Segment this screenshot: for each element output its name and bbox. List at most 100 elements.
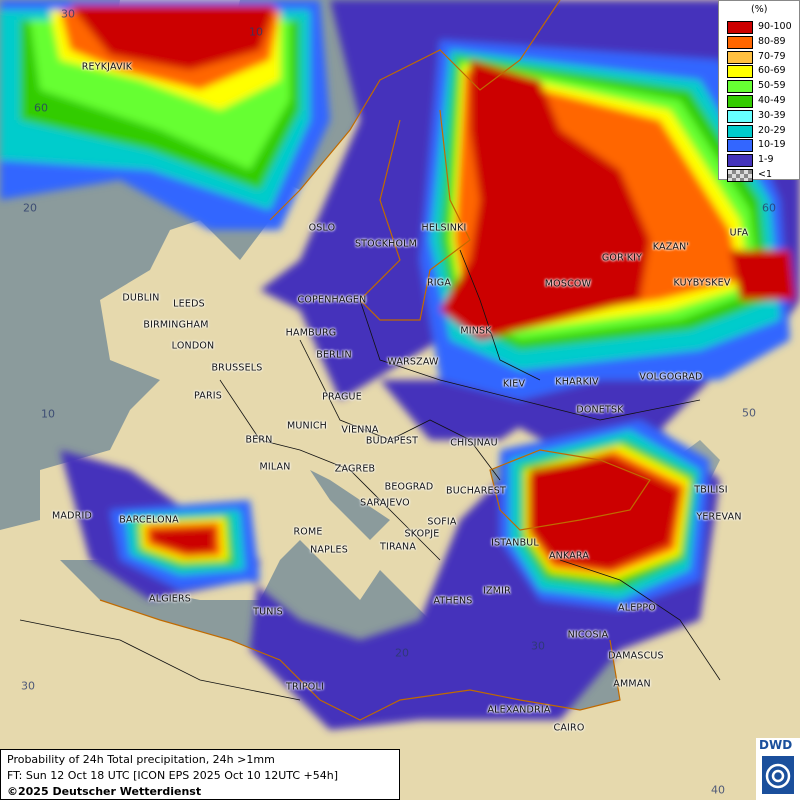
graticule-label: 20 xyxy=(23,201,37,215)
legend-label: 20-29 xyxy=(758,124,786,136)
city-label: HELSINKI xyxy=(421,222,467,234)
legend-swatch xyxy=(727,21,753,34)
city-label: ZAGREB xyxy=(334,463,376,475)
city-label: BERLIN xyxy=(316,349,352,361)
legend-swatch xyxy=(727,35,753,49)
city-label: LONDON xyxy=(171,340,215,352)
city-label: ALEXANDRIA xyxy=(487,704,551,716)
legend-label: 40-49 xyxy=(758,95,786,106)
city-label: VIENNA xyxy=(341,424,379,436)
city-label: NICOSIA xyxy=(567,629,609,641)
city-label: COPENHAGEN xyxy=(297,294,367,306)
dwd-logo: DWD xyxy=(756,738,800,800)
graticule-label: 40 xyxy=(711,783,725,797)
graticule-label: 30 xyxy=(21,679,35,693)
city-label: RIGA xyxy=(426,277,452,289)
city-label: TUNIS xyxy=(253,606,283,618)
graticule-label: 60 xyxy=(34,101,48,115)
city-label: GOR'KIY xyxy=(601,252,643,264)
city-label: IZMIR xyxy=(483,585,511,597)
city-label: SKOPJE xyxy=(404,528,440,540)
city-label: MUNICH xyxy=(286,420,328,432)
city-label: BERN xyxy=(245,434,273,446)
city-label: ALEPPO xyxy=(618,602,656,614)
graticule-label: 30 xyxy=(61,7,75,21)
graticule-label: 60 xyxy=(762,201,776,215)
city-label: BEOGRAD xyxy=(384,481,434,493)
city-label: BIRMINGHAM xyxy=(143,319,209,331)
city-label: REYKJAVIK xyxy=(81,61,133,73)
city-label: SOFIA xyxy=(427,516,457,528)
city-label: KUYBYSKEV xyxy=(673,277,731,289)
graticule-label: 50 xyxy=(742,406,756,420)
city-label: STOCKHOLM xyxy=(354,238,418,250)
legend-swatch xyxy=(727,95,753,108)
city-label: KAZAN' xyxy=(652,241,690,253)
forecast-time: FT: Sun 12 Oct 18 UTC [ICON EPS 2025 Oct… xyxy=(7,769,339,782)
city-label: ANKARA xyxy=(548,550,590,562)
city-label: BARCELONA xyxy=(119,514,179,526)
legend-swatch xyxy=(727,139,753,153)
city-label: BUCHAREST xyxy=(446,485,506,497)
info-box: Probability of 24h Total precipitation, … xyxy=(0,749,400,800)
legend-swatch xyxy=(727,109,753,123)
city-label: PRAGUE xyxy=(322,391,362,403)
city-label: VOLGOGRAD xyxy=(639,371,703,383)
legend-label: <1 xyxy=(758,169,773,180)
city-label: DUBLIN xyxy=(122,292,160,304)
country-borders xyxy=(19,249,721,701)
city-label: HAMBURG xyxy=(285,327,337,339)
city-label: KHARKIV xyxy=(555,376,599,388)
map-title: Probability of 24h Total precipitation, … xyxy=(7,753,275,766)
legend-swatch xyxy=(727,65,753,79)
city-label: KIEV xyxy=(502,378,526,390)
city-label: SARAJEVO xyxy=(360,497,410,509)
city-label: PARIS xyxy=(193,390,223,402)
graticule-label: 20 xyxy=(395,646,409,660)
dwd-logo-text: DWD xyxy=(759,738,793,752)
city-label: UFA xyxy=(729,227,749,239)
legend: (%) 90-100 80-89 70-79 60-69 50-59 40-49 30-39… xyxy=(718,0,800,182)
city-label: ATHENS xyxy=(433,595,473,607)
city-label: MADRID xyxy=(52,510,92,522)
copyright: ©2025 Deutscher Wetterdienst xyxy=(7,785,202,798)
legend-label: 1-9 xyxy=(758,154,774,166)
graticule-label: 30 xyxy=(531,639,545,653)
city-label: DONETSK xyxy=(576,404,624,416)
city-label: AMMAN xyxy=(613,678,651,690)
legend-swatch xyxy=(727,124,753,138)
city-label: OSLO xyxy=(308,222,336,234)
city-label: MOSCOW xyxy=(544,278,592,290)
city-label: BRUSSELS xyxy=(211,362,263,374)
legend-unit: (%) xyxy=(751,4,768,15)
city-label: ROME xyxy=(293,526,323,538)
legend-label: 90-100 xyxy=(758,21,792,32)
city-label: CAIRO xyxy=(553,722,585,734)
city-label: BUDAPEST xyxy=(365,435,419,447)
legend-label: 10-19 xyxy=(758,139,786,151)
graticule-label: 10 xyxy=(41,407,55,421)
city-label: ISTANBUL xyxy=(491,537,539,549)
city-label: CHISINAU xyxy=(450,437,498,449)
legend-label: 70-79 xyxy=(758,50,786,62)
city-label: TRIPOLI xyxy=(286,681,324,693)
city-label: MILAN xyxy=(259,461,291,473)
city-label: NAPLES xyxy=(310,544,348,556)
graticule-label: 10 xyxy=(249,25,263,39)
legend-label: 50-59 xyxy=(758,80,786,92)
city-label: YEREVAN xyxy=(696,511,742,523)
legend-swatch xyxy=(727,50,753,64)
dwd-swirl-icon xyxy=(762,756,794,794)
city-label: DAMASCUS xyxy=(608,650,664,662)
legend-label: 30-39 xyxy=(758,109,786,121)
legend-label: 60-69 xyxy=(758,65,786,77)
city-label: ALGIERS xyxy=(149,593,191,605)
coastlines xyxy=(99,0,651,721)
legend-label: 80-89 xyxy=(758,35,786,47)
legend-swatch xyxy=(727,169,753,182)
city-label: MINSK xyxy=(460,325,492,337)
city-label: TBILISI xyxy=(694,484,728,496)
city-label: TIRANA xyxy=(379,541,417,553)
legend-swatch xyxy=(727,154,753,168)
